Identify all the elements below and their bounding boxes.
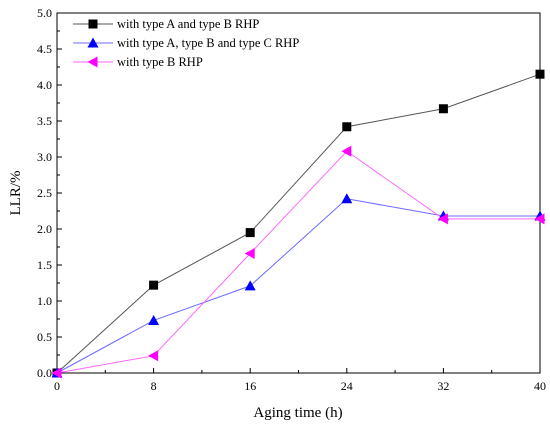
y-tick-label: 2.5 (37, 186, 52, 200)
x-axis-ticks: 0 8 16 24 32 40 (54, 368, 546, 393)
series-line-1 (56, 73, 541, 374)
data-point-series-1 (245, 228, 255, 238)
y-tick-label: 0.5 (37, 330, 52, 344)
series-line-3 (56, 150, 540, 374)
y-tick-label: 1.5 (37, 258, 52, 272)
data-point-series-1 (535, 69, 545, 79)
x-axis-label: Aging time (h) (253, 405, 342, 421)
y-tick-label: 4.5 (37, 42, 52, 56)
x-tick-label: 32 (437, 379, 449, 393)
data-point-series-3 (51, 367, 62, 379)
legend-marker (88, 19, 98, 29)
legend-entry: with type A and type B RHP (117, 17, 259, 31)
data-point-series-1 (149, 280, 159, 290)
y-tick-label: 3.0 (37, 150, 52, 164)
data-point-series-1 (438, 104, 448, 114)
series-layer (51, 69, 546, 379)
series-line-2 (56, 198, 540, 374)
data-point-series-1 (342, 122, 352, 132)
y-axis-label: LLR/% (8, 171, 24, 216)
legend-entry: with type B RHP (117, 55, 203, 69)
legend-marker (87, 56, 98, 68)
y-tick-label: 2.0 (37, 222, 52, 236)
data-point-series-3 (244, 247, 255, 259)
data-point-series-3 (534, 213, 545, 225)
y-tick-label: 1.0 (37, 294, 52, 308)
y-tick-label: 3.5 (37, 114, 52, 128)
x-tick-label: 40 (534, 379, 546, 393)
legend-marker (87, 37, 99, 48)
x-tick-label: 24 (341, 379, 353, 393)
legend: with type A and type B RHP with type A, t… (73, 17, 299, 69)
x-tick-label: 16 (244, 379, 256, 393)
legend-entry: with type A, type B and type C RHP (117, 36, 299, 50)
data-point-series-2 (148, 314, 160, 325)
data-point-series-2 (341, 193, 353, 204)
y-tick-label: 4.0 (37, 78, 52, 92)
x-tick-label: 8 (151, 379, 157, 393)
y-axis-ticks: 0.0 0.5 1.0 1.5 2.0 2.5 3.0 3.5 4.0 4.5 5.0 (37, 6, 62, 380)
data-point-series-2 (244, 280, 256, 291)
data-point-series-3 (148, 350, 159, 362)
x-tick-label: 0 (54, 379, 60, 393)
data-point-series-3 (437, 213, 448, 225)
data-point-series-3 (341, 145, 352, 157)
y-tick-label: 0.0 (37, 366, 52, 380)
y-tick-label: 5.0 (37, 6, 52, 20)
